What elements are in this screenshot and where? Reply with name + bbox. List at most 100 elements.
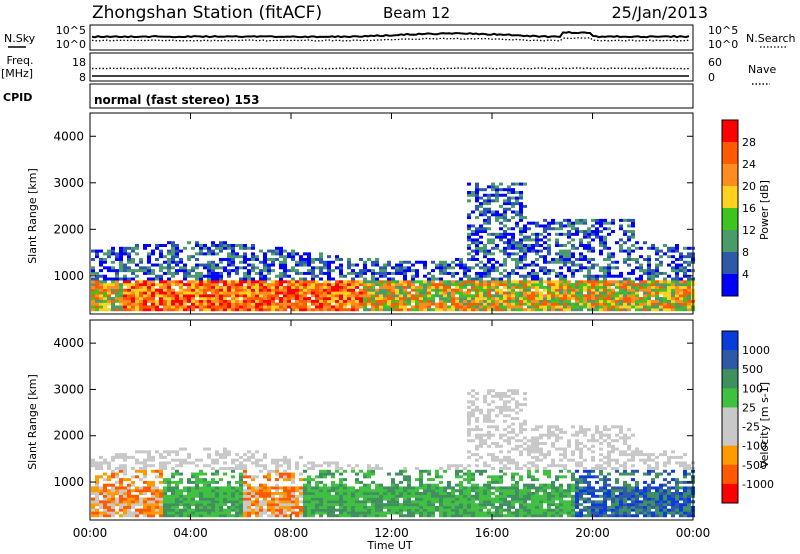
heatmap-cell xyxy=(475,436,479,440)
heatmap-cell xyxy=(583,478,587,482)
heatmap-cell xyxy=(107,299,111,303)
heatmap-cell xyxy=(239,500,243,504)
heatmap-cell xyxy=(635,294,639,298)
heatmap-cell xyxy=(583,305,587,309)
heatmap-cell xyxy=(583,230,587,234)
heatmap-cell xyxy=(231,486,235,490)
heatmap-cell xyxy=(95,494,99,498)
heatmap-cell xyxy=(627,235,631,239)
heatmap-cell xyxy=(407,297,411,301)
heatmap-cell xyxy=(299,294,303,298)
heatmap-cell xyxy=(299,255,303,259)
heatmap-cell xyxy=(587,514,591,518)
heatmap-cell xyxy=(563,285,567,289)
heatmap-cell xyxy=(111,302,115,306)
heatmap-cell xyxy=(239,503,243,507)
heatmap-cell xyxy=(487,216,491,220)
heatmap-cell xyxy=(507,291,511,295)
heatmap-cell xyxy=(211,274,215,278)
heatmap-cell xyxy=(351,280,355,284)
heatmap-cell xyxy=(299,514,303,518)
heatmap-cell xyxy=(335,297,339,301)
heatmap-cell xyxy=(559,252,563,256)
heatmap-cell xyxy=(303,288,307,292)
heatmap-cell xyxy=(555,508,559,512)
heatmap-cell xyxy=(163,297,167,301)
heatmap-cell xyxy=(339,472,343,476)
heatmap-cell xyxy=(559,503,563,507)
heatmap-cell xyxy=(655,291,659,295)
heatmap-cell xyxy=(179,302,183,306)
heatmap-cell xyxy=(223,450,227,454)
heatmap-cell xyxy=(647,269,651,273)
heatmap-cell xyxy=(303,277,307,281)
heatmap-cell xyxy=(511,514,515,518)
colorbar-tick-label: 28 xyxy=(742,136,756,149)
heatmap-cell xyxy=(287,269,291,273)
heatmap-cell xyxy=(291,497,295,501)
heatmap-cell xyxy=(283,475,287,479)
heatmap-cell xyxy=(323,280,327,284)
heatmap-cell xyxy=(379,492,383,495)
heatmap-cell xyxy=(111,475,115,479)
heatmap-cell xyxy=(215,280,219,284)
heatmap-cell xyxy=(327,255,331,259)
heatmap-cell xyxy=(463,308,467,312)
heatmap-cell xyxy=(339,274,343,278)
heatmap-cell xyxy=(647,291,651,295)
heatmap-cell xyxy=(191,299,195,303)
heatmap-cell xyxy=(595,277,599,281)
heatmap-cell xyxy=(183,514,187,518)
heatmap-cell xyxy=(667,263,671,267)
heatmap-cell xyxy=(91,294,95,298)
heatmap-cell xyxy=(119,305,123,309)
heatmap-cell xyxy=(107,464,111,468)
heatmap-cell xyxy=(531,294,535,298)
heatmap-cell xyxy=(603,288,607,292)
heatmap-cell xyxy=(359,469,363,473)
heatmap-cell xyxy=(467,199,471,203)
heatmap-cell xyxy=(227,252,231,256)
heatmap-cell xyxy=(359,302,363,306)
heatmap-cell xyxy=(603,297,607,301)
heatmap-cell xyxy=(475,483,479,487)
heatmap-cell xyxy=(171,494,175,498)
heatmap-cell xyxy=(555,514,559,518)
heatmap-cell xyxy=(415,505,419,509)
heatmap-cell xyxy=(655,263,659,267)
heatmap-cell xyxy=(527,297,531,301)
heatmap-cell xyxy=(495,210,499,214)
heatmap-cell xyxy=(391,305,395,309)
heatmap-cell xyxy=(491,425,495,429)
heatmap-cell xyxy=(171,288,175,292)
heatmap-cell xyxy=(243,280,247,284)
heatmap-cell xyxy=(127,478,131,482)
heatmap-cell xyxy=(363,489,367,493)
heatmap-cell xyxy=(223,472,227,476)
heatmap-cell xyxy=(127,308,131,312)
heatmap-cell xyxy=(415,478,419,482)
heatmap-cell xyxy=(583,486,587,490)
heatmap-cell xyxy=(199,458,203,462)
heatmap-cell xyxy=(195,472,199,476)
heatmap-cell xyxy=(483,218,487,222)
heatmap-cell xyxy=(223,291,227,295)
heatmap-cell xyxy=(343,299,347,303)
heatmap-cell xyxy=(279,255,283,259)
heatmap-cell xyxy=(555,436,559,440)
heatmap-cell xyxy=(507,500,511,504)
heatmap-cell xyxy=(483,210,487,214)
heatmap-cell xyxy=(539,442,543,445)
nsky-panel: N.Sky 10^5 10^0 10^5 10^0 N.Search xyxy=(4,24,796,51)
heatmap-cell xyxy=(447,308,451,312)
heatmap-cell xyxy=(107,511,111,515)
heatmap-cell xyxy=(495,428,499,432)
heatmap-cell xyxy=(547,244,551,247)
heatmap-cell xyxy=(635,308,639,312)
heatmap-cell xyxy=(287,489,291,493)
heatmap-cell xyxy=(351,486,355,490)
heatmap-cell xyxy=(459,480,463,484)
heatmap-cell xyxy=(515,302,519,306)
heatmap-cell xyxy=(579,430,583,434)
heatmap-cell xyxy=(655,257,659,261)
